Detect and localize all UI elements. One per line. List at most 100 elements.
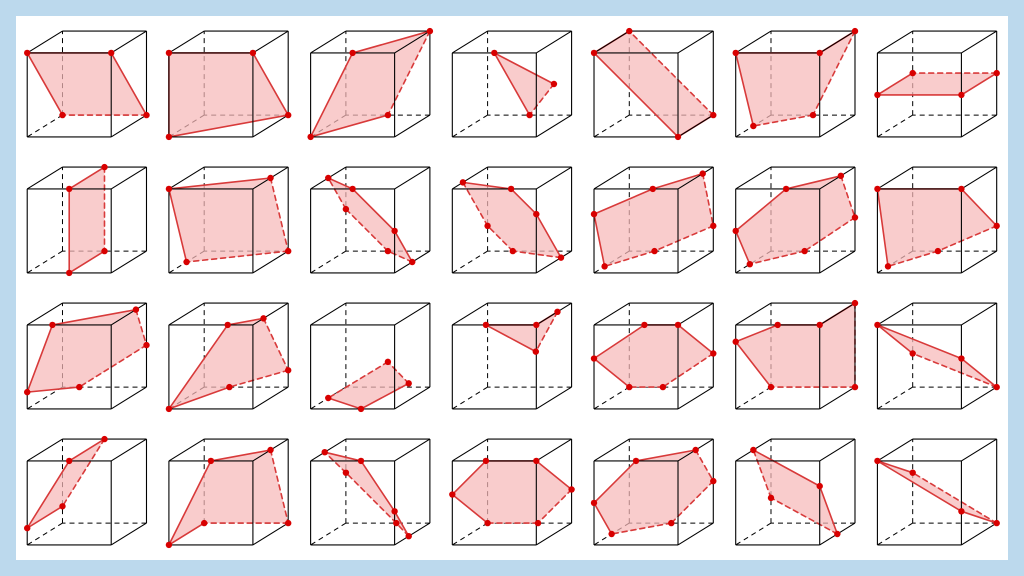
section-vertex <box>675 134 681 140</box>
section-vertex <box>24 389 30 395</box>
cube-22 <box>24 436 146 545</box>
cube-18 <box>452 303 571 409</box>
cube-4 <box>452 31 571 137</box>
section-vertex <box>208 458 214 464</box>
cube-8 <box>27 164 146 276</box>
section-vertex <box>143 342 149 348</box>
section-vertex <box>591 355 597 361</box>
section-fill <box>877 189 996 266</box>
section-vertex <box>958 355 964 361</box>
section-vertex <box>349 50 355 56</box>
section-vertex <box>852 300 858 306</box>
section-vertex <box>993 223 999 229</box>
section-vertex <box>692 447 698 453</box>
section-vertex <box>801 248 807 254</box>
section-vertex <box>358 458 364 464</box>
section-vertex <box>710 112 716 118</box>
section-vertex <box>750 447 756 453</box>
section-vertex <box>101 248 107 254</box>
section-fill <box>169 318 288 409</box>
section-fill <box>69 167 104 273</box>
section-vertex <box>260 315 266 321</box>
section-vertex <box>267 447 273 453</box>
section-vertex <box>101 164 107 170</box>
section-vertex <box>143 112 149 118</box>
section-vertex <box>226 384 232 390</box>
section-vertex <box>108 50 114 56</box>
section-vertex <box>101 436 107 442</box>
cube-15 <box>24 303 150 409</box>
section-vertex <box>483 322 489 328</box>
section-vertex <box>406 533 412 539</box>
section-vertex <box>668 520 674 526</box>
section-vertex <box>909 350 915 356</box>
section-vertex <box>66 186 72 192</box>
section-vertex <box>626 28 632 34</box>
cube-19 <box>591 303 717 409</box>
cube-24 <box>311 439 430 545</box>
section-vertex <box>810 112 816 118</box>
section-vertex <box>591 500 597 506</box>
section-vertex <box>852 28 858 34</box>
cube-2 <box>166 31 292 140</box>
section-vertex <box>76 384 82 390</box>
section-vertex <box>59 112 65 118</box>
section-vertex <box>591 211 597 217</box>
section-vertex <box>49 322 55 328</box>
cube-9 <box>166 167 292 273</box>
section-vertex <box>783 186 789 192</box>
section-vertex <box>510 248 516 254</box>
section-vertex <box>406 380 412 386</box>
section-vertex <box>183 259 189 265</box>
section-vertex <box>391 228 397 234</box>
section-vertex <box>133 306 139 312</box>
section-vertex <box>958 186 964 192</box>
cube-6 <box>733 28 859 137</box>
section-vertex <box>641 322 647 328</box>
section-vertex <box>409 259 415 265</box>
section-vertex <box>874 322 880 328</box>
section-vertex <box>285 112 291 118</box>
section-vertex <box>909 70 915 76</box>
section-vertex <box>675 322 681 328</box>
section-vertex <box>535 520 541 526</box>
section-vertex <box>225 322 231 328</box>
section-fill <box>736 303 855 387</box>
section-vertex <box>24 50 30 56</box>
section-vertex <box>710 478 716 484</box>
cube-23 <box>166 439 292 548</box>
section-vertex <box>733 50 739 56</box>
cube-21 <box>874 303 1000 409</box>
section-vertex <box>427 28 433 34</box>
section-vertex <box>533 211 539 217</box>
section-fill <box>452 461 571 523</box>
section-vertex <box>66 458 72 464</box>
section-fill <box>594 31 713 137</box>
cube-7 <box>874 31 1000 137</box>
cube-5 <box>591 28 717 140</box>
diagram-panel <box>16 16 1008 560</box>
section-vertex <box>166 134 172 140</box>
cube-14 <box>874 167 1000 273</box>
section-vertex <box>626 384 632 390</box>
section-fill <box>877 325 996 387</box>
cube-10 <box>311 167 430 273</box>
cube-3 <box>307 28 433 140</box>
section-vertex <box>700 170 706 176</box>
section-fill <box>736 31 855 126</box>
section-vertex <box>768 495 774 501</box>
section-vertex <box>885 263 891 269</box>
cube-26 <box>591 439 717 545</box>
section-vertex <box>551 81 557 87</box>
section-vertex <box>874 458 880 464</box>
section-fill <box>877 461 996 523</box>
section-fill <box>169 450 288 545</box>
section-vertex <box>958 92 964 98</box>
section-vertex <box>558 254 564 260</box>
section-vertex <box>838 173 844 179</box>
section-vertex <box>733 228 739 234</box>
section-vertex <box>775 322 781 328</box>
section-vertex <box>958 508 964 514</box>
section-vertex <box>484 520 490 526</box>
section-vertex <box>460 179 466 185</box>
